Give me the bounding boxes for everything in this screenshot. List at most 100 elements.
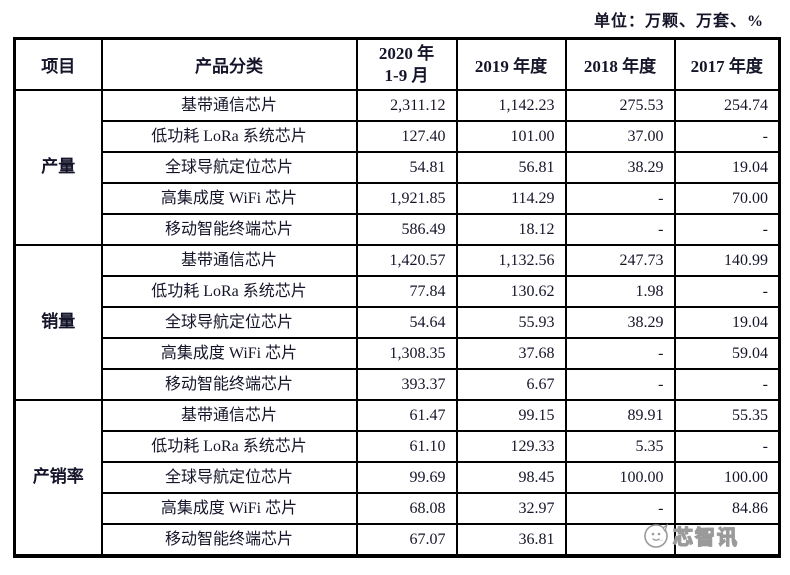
table-row: 低功耗 LoRa 系统芯片 127.40 101.00 37.00 - — [15, 120, 781, 153]
value-cell: - — [564, 337, 676, 370]
value-cell: 99.15 — [455, 399, 567, 432]
value-cell: 61.47 — [355, 399, 458, 432]
value-cell: 1.98 — [564, 275, 676, 308]
value-cell: 37.00 — [564, 120, 676, 153]
header-item: 项目 — [13, 37, 103, 91]
value-cell: 101.00 — [455, 120, 567, 153]
value-cell: 61.10 — [355, 430, 458, 463]
value-cell: 67.07 — [355, 523, 458, 557]
unit-label: 单位：万颗、万套、% — [593, 13, 764, 30]
table-row: 高集成度 WiFi 芯片 1,308.35 37.68 - 59.04 — [15, 337, 781, 370]
value-cell: - — [673, 430, 781, 463]
product-cell: 基带通信芯片 — [100, 399, 358, 432]
value-cell: - — [673, 275, 781, 308]
value-cell: - — [564, 523, 676, 557]
product-cell: 基带通信芯片 — [100, 89, 358, 122]
value-cell — [673, 523, 781, 557]
value-cell: 77.84 — [355, 275, 458, 308]
value-cell: 130.62 — [455, 275, 567, 308]
value-cell: - — [564, 368, 676, 401]
value-cell: 32.97 — [455, 492, 567, 525]
table-row: 产销率 基带通信芯片 61.47 99.15 89.91 55.35 — [13, 399, 781, 557]
table-row: 高集成度 WiFi 芯片 68.08 32.97 - 84.86 — [15, 492, 781, 525]
value-cell: 55.35 — [673, 399, 781, 432]
header-row: 项目 产品分类 2020 年 1-9 月 2019 年度 2018 年度 201… — [13, 37, 781, 91]
product-cell: 低功耗 LoRa 系统芯片 — [100, 430, 358, 463]
value-cell: 19.04 — [673, 306, 781, 339]
header-2018: 2018 年度 — [564, 37, 676, 91]
header-category: 产品分类 — [100, 37, 358, 91]
value-cell: 1,142.23 — [455, 89, 567, 122]
value-cell: 84.86 — [673, 492, 781, 525]
value-cell: 393.37 — [355, 368, 458, 401]
group-label-ratio: 产销率 — [13, 399, 103, 557]
table-row: 全球导航定位芯片 99.69 98.45 100.00 100.00 — [15, 461, 781, 494]
table-row: 产量 基带通信芯片 2,311.12 1,142.23 275.53 254.7… — [13, 89, 781, 246]
value-cell: - — [564, 182, 676, 215]
product-cell: 低功耗 LoRa 系统芯片 — [100, 120, 358, 153]
product-cell: 基带通信芯片 — [100, 244, 358, 277]
value-cell: 1,132.56 — [455, 244, 567, 277]
table-row: 高集成度 WiFi 芯片 1,921.85 114.29 - 70.00 — [15, 182, 781, 215]
table-row: 移动智能终端芯片 586.49 18.12 - - — [15, 213, 781, 246]
table-row: 移动智能终端芯片 393.37 6.67 - - — [15, 368, 781, 401]
value-cell: 38.29 — [564, 306, 676, 339]
value-cell: 36.81 — [455, 523, 567, 557]
value-cell: - — [673, 120, 781, 153]
product-cell: 全球导航定位芯片 — [100, 461, 358, 494]
value-cell: 140.99 — [673, 244, 781, 277]
product-cell: 高集成度 WiFi 芯片 — [100, 492, 358, 525]
value-cell: 114.29 — [455, 182, 567, 215]
value-cell: - — [564, 213, 676, 246]
header-2017: 2017 年度 — [673, 37, 781, 91]
product-cell: 全球导航定位芯片 — [100, 306, 358, 339]
value-cell: 5.35 — [564, 430, 676, 463]
value-cell: 254.74 — [673, 89, 781, 122]
value-cell: 55.93 — [455, 306, 567, 339]
table-row: 低功耗 LoRa 系统芯片 77.84 130.62 1.98 - — [15, 275, 781, 308]
value-cell: 89.91 — [564, 399, 676, 432]
value-cell: 98.45 — [455, 461, 567, 494]
value-cell: 586.49 — [355, 213, 458, 246]
header-2019: 2019 年度 — [455, 37, 567, 91]
value-cell: 247.73 — [564, 244, 676, 277]
product-cell: 高集成度 WiFi 芯片 — [100, 182, 358, 215]
value-cell: 6.67 — [455, 368, 567, 401]
value-cell: 99.69 — [355, 461, 458, 494]
value-cell: 2,311.12 — [355, 89, 458, 122]
value-cell: 59.04 — [673, 337, 781, 370]
product-cell: 高集成度 WiFi 芯片 — [100, 337, 358, 370]
value-cell: 1,921.85 — [355, 182, 458, 215]
value-cell: 37.68 — [455, 337, 567, 370]
product-cell: 移动智能终端芯片 — [100, 213, 358, 246]
group-label-sales: 销量 — [13, 244, 103, 401]
product-cell: 移动智能终端芯片 — [100, 523, 358, 557]
value-cell: 56.81 — [455, 151, 567, 184]
value-cell: 70.00 — [673, 182, 781, 215]
table-row: 全球导航定位芯片 54.64 55.93 38.29 19.04 — [15, 306, 781, 339]
value-cell: 54.81 — [355, 151, 458, 184]
table-row: 销量 基带通信芯片 1,420.57 1,132.56 247.73 140.9… — [13, 244, 781, 401]
header-2020-period: 2020 年 1-9 月 — [355, 37, 458, 91]
value-cell: 18.12 — [455, 213, 567, 246]
group-label-production: 产量 — [13, 89, 103, 246]
value-cell: 129.33 — [455, 430, 567, 463]
value-cell: - — [673, 213, 781, 246]
product-cell: 低功耗 LoRa 系统芯片 — [100, 275, 358, 308]
value-cell: 100.00 — [564, 461, 676, 494]
value-cell: 19.04 — [673, 151, 781, 184]
product-cell: 移动智能终端芯片 — [100, 368, 358, 401]
value-cell: 1,308.35 — [355, 337, 458, 370]
value-cell: 1,420.57 — [355, 244, 458, 277]
table-row: 低功耗 LoRa 系统芯片 61.10 129.33 5.35 - — [15, 430, 781, 463]
production-sales-table: 项目 产品分类 2020 年 1-9 月 2019 年度 2018 年度 201… — [13, 37, 781, 558]
product-cell: 全球导航定位芯片 — [100, 151, 358, 184]
value-cell: 127.40 — [355, 120, 458, 153]
value-cell: - — [564, 492, 676, 525]
value-cell: 100.00 — [673, 461, 781, 494]
value-cell: 68.08 — [355, 492, 458, 525]
value-cell: - — [673, 368, 781, 401]
value-cell: 275.53 — [564, 89, 676, 122]
table-row: 移动智能终端芯片 67.07 36.81 - — [15, 523, 781, 557]
table-row: 全球导航定位芯片 54.81 56.81 38.29 19.04 — [15, 151, 781, 184]
